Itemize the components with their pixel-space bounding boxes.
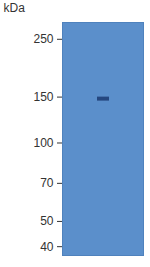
svg-text:70: 70 <box>40 176 54 190</box>
svg-text:100: 100 <box>33 136 53 150</box>
svg-text:40: 40 <box>40 240 54 254</box>
svg-text:50: 50 <box>40 214 54 228</box>
svg-text:250: 250 <box>33 32 53 46</box>
svg-text:kDa: kDa <box>4 1 26 15</box>
svg-text:150: 150 <box>33 90 53 104</box>
